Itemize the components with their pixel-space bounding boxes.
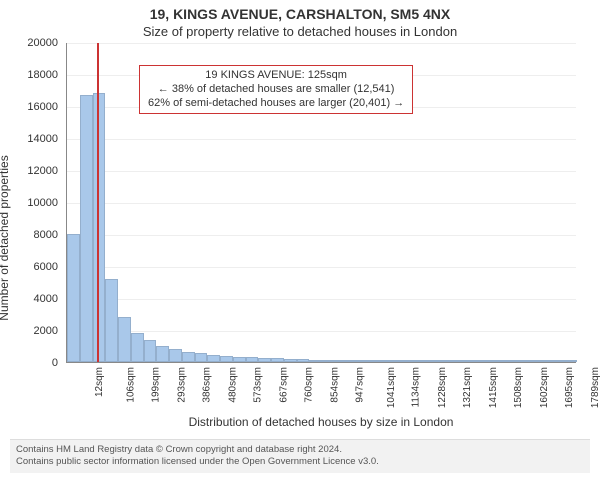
page-title-address: 19, KINGS AVENUE, CARSHALTON, SM5 4NX bbox=[0, 6, 600, 22]
x-axis-ticks: 12sqm 106sqm 199sqm 293sqm 386sqm 480sqm 573sq… bbox=[66, 363, 576, 413]
x-tick-label: 1321sqm bbox=[462, 367, 473, 408]
x-tick-label: 480sqm bbox=[227, 367, 238, 403]
x-tick-label: 1415sqm bbox=[488, 367, 499, 408]
y-tick-label: 6000 bbox=[34, 261, 58, 273]
histogram-bar bbox=[144, 340, 157, 362]
gridline bbox=[67, 299, 576, 300]
x-tick-label: 573sqm bbox=[253, 367, 264, 403]
y-tick-label: 10000 bbox=[27, 197, 58, 209]
property-marker-line bbox=[97, 43, 99, 362]
gridline bbox=[67, 203, 576, 204]
gridline bbox=[67, 171, 576, 172]
histogram-bar bbox=[271, 358, 284, 362]
page-title-subtitle: Size of property relative to detached ho… bbox=[0, 24, 600, 39]
x-axis-label: Distribution of detached houses by size … bbox=[66, 415, 576, 429]
histogram-bar bbox=[67, 234, 80, 362]
histogram-bar bbox=[118, 317, 131, 362]
gridline bbox=[67, 331, 576, 332]
gridline bbox=[67, 235, 576, 236]
histogram-bar bbox=[105, 279, 118, 362]
y-tick-label: 14000 bbox=[27, 133, 58, 145]
histogram-bar bbox=[297, 359, 310, 362]
y-tick-label: 4000 bbox=[34, 293, 58, 305]
histogram-bar bbox=[437, 360, 450, 362]
histogram-bar bbox=[220, 356, 233, 362]
gridline bbox=[67, 139, 576, 140]
x-tick-label: 1134sqm bbox=[410, 367, 421, 407]
histogram-bar bbox=[424, 360, 437, 362]
x-tick-label: 667sqm bbox=[278, 367, 289, 403]
gridline bbox=[67, 43, 576, 44]
x-tick-label: 1695sqm bbox=[564, 367, 575, 408]
histogram-bar bbox=[93, 93, 106, 362]
x-tick-label: 199sqm bbox=[151, 367, 162, 403]
chart-container: Number of detached properties 0200040006… bbox=[10, 43, 590, 433]
y-tick-label: 12000 bbox=[27, 165, 58, 177]
annotation-line-2: ← 38% of detached houses are smaller (12… bbox=[148, 83, 404, 97]
plot-area: 19 KINGS AVENUE: 125sqm ← 38% of detache… bbox=[66, 43, 576, 363]
x-tick-label: 947sqm bbox=[355, 367, 366, 403]
histogram-bar bbox=[182, 352, 195, 362]
y-tick-label: 18000 bbox=[27, 69, 58, 81]
x-tick-label: 1602sqm bbox=[539, 367, 550, 408]
histogram-bar bbox=[309, 360, 322, 362]
histogram-bar bbox=[462, 360, 475, 362]
histogram-bar bbox=[80, 95, 93, 362]
histogram-bar bbox=[348, 360, 361, 362]
y-tick-label: 2000 bbox=[34, 325, 58, 337]
gridline bbox=[67, 267, 576, 268]
footer-line-1: Contains HM Land Registry data © Crown c… bbox=[16, 444, 584, 456]
x-tick-label: 106sqm bbox=[125, 367, 136, 403]
histogram-bar bbox=[156, 346, 169, 362]
histogram-bar bbox=[360, 360, 373, 362]
histogram-bar bbox=[513, 360, 526, 362]
x-tick-label: 1228sqm bbox=[437, 367, 448, 408]
x-tick-label: 854sqm bbox=[329, 367, 340, 403]
footer-line-2: Contains public sector information licen… bbox=[16, 456, 584, 468]
histogram-bar bbox=[233, 357, 246, 362]
histogram-bar bbox=[501, 360, 514, 362]
histogram-bar bbox=[131, 333, 144, 362]
x-tick-label: 1789sqm bbox=[590, 367, 600, 408]
histogram-bar bbox=[258, 358, 271, 362]
x-tick-label: 293sqm bbox=[176, 367, 187, 403]
annotation-line-1: 19 KINGS AVENUE: 125sqm bbox=[148, 69, 404, 83]
histogram-bar bbox=[169, 349, 182, 362]
x-tick-label: 1041sqm bbox=[386, 367, 397, 408]
y-axis-ticks: 0200040006000800010000120001400016000180… bbox=[10, 43, 62, 363]
y-tick-label: 0 bbox=[52, 357, 58, 369]
x-tick-label: 12sqm bbox=[94, 367, 105, 397]
histogram-bar bbox=[552, 360, 565, 362]
footer: Contains HM Land Registry data © Crown c… bbox=[10, 439, 590, 473]
histogram-bar bbox=[373, 360, 386, 362]
histogram-bar bbox=[322, 360, 335, 362]
histogram-bar bbox=[207, 355, 220, 362]
x-tick-label: 386sqm bbox=[202, 367, 213, 403]
histogram-bar bbox=[475, 360, 488, 362]
histogram-bar bbox=[386, 360, 399, 362]
histogram-bar bbox=[526, 360, 539, 362]
histogram-bar bbox=[195, 353, 208, 362]
histogram-bar bbox=[246, 357, 259, 362]
histogram-bar bbox=[539, 360, 552, 362]
annotation-box: 19 KINGS AVENUE: 125sqm ← 38% of detache… bbox=[139, 65, 413, 114]
x-tick-label: 760sqm bbox=[304, 367, 315, 403]
histogram-bar bbox=[450, 360, 463, 362]
y-tick-label: 20000 bbox=[27, 37, 58, 49]
histogram-bar bbox=[488, 360, 501, 362]
histogram-bar bbox=[411, 360, 424, 362]
histogram-bar bbox=[564, 360, 577, 362]
histogram-bar bbox=[335, 360, 348, 362]
x-tick-label: 1508sqm bbox=[513, 367, 524, 408]
y-tick-label: 8000 bbox=[34, 229, 58, 241]
annotation-line-3: 62% of semi-detached houses are larger (… bbox=[148, 97, 404, 111]
y-tick-label: 16000 bbox=[27, 101, 58, 113]
histogram-bar bbox=[284, 359, 297, 362]
histogram-bar bbox=[399, 360, 412, 362]
